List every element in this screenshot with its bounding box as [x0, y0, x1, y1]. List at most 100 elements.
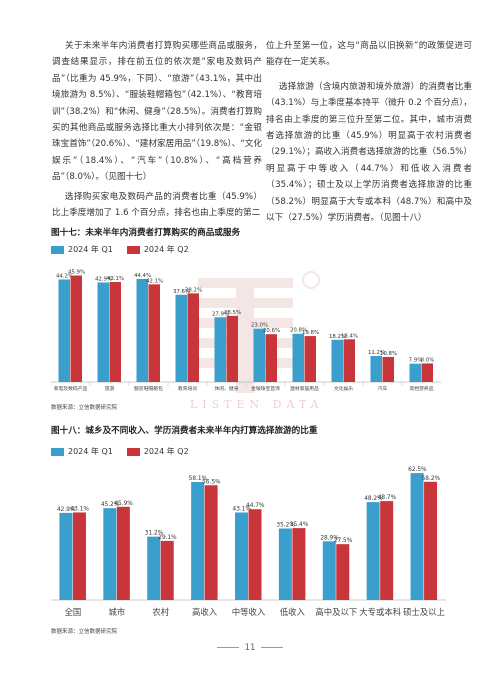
bar-q2: [304, 336, 316, 382]
bar-q1: [322, 541, 336, 600]
bar-q1: [409, 363, 421, 382]
data-label: 44.4%: [134, 273, 151, 279]
data-label: 62.5%: [408, 467, 427, 473]
right-text-column: 位上升至第一位，这与“商品以旧换新”的政策促进可能存在一定关系。 选择旅游（含境…: [266, 38, 472, 229]
bar-q2: [248, 509, 262, 600]
figure-17-title: 图十七：未来半年内消费者打算购买的商品或服务: [51, 228, 241, 238]
category-label: 汽车: [378, 385, 388, 392]
legend-item-q2: 2024 年 Q2: [126, 446, 189, 457]
data-label: 20.6%: [263, 328, 280, 334]
category-label: 低收入: [280, 607, 306, 617]
data-label: 28.9%: [320, 535, 339, 541]
legend-label: 2024 年 Q2: [143, 447, 189, 456]
bar-q2: [187, 293, 199, 382]
data-label: 31.2%: [145, 531, 164, 537]
bar-q2: [424, 481, 438, 600]
category-label: 家电及数码产品: [54, 385, 88, 392]
bar-q1: [235, 512, 248, 600]
bar-q1: [147, 536, 161, 600]
bar-q1: [58, 279, 70, 382]
bar-q1: [136, 278, 148, 382]
paragraph: 选择购买家电及数码产品的消费者比重（45.9%）比上季度增加了 1.6 个百分点…: [52, 191, 262, 219]
data-label: 43.1%: [107, 276, 124, 282]
legend-label: 2024 年 Q1: [68, 245, 113, 254]
legend-label: 2024 年 Q1: [68, 447, 113, 456]
category-label: 旅游: [105, 385, 115, 392]
category-label: 高中及以下: [315, 607, 357, 617]
bar-q1: [97, 282, 109, 382]
bar-q2: [226, 315, 238, 382]
bar-q1: [59, 512, 73, 600]
bar-q2: [382, 356, 394, 382]
category-label: 全国: [65, 607, 82, 617]
data-label: 42.1%: [146, 278, 163, 284]
data-label: 35.2%: [276, 523, 295, 529]
figure-17-source: 数据来源：立信数据研究院: [51, 405, 118, 411]
bar-q1: [410, 473, 424, 600]
paragraph: 关于未来半年内消费者打算购买哪些商品或服务，调查结果显示，排在前五位的依次是“家…: [52, 41, 262, 183]
category-label: 中等收入: [232, 607, 266, 617]
data-label: 18.2%: [329, 334, 346, 340]
figure-17-legend: 2024 年 Q1 2024 年 Q2: [51, 244, 189, 255]
data-label: 56.5%: [202, 479, 221, 485]
bar-q2: [336, 544, 350, 600]
bar-chart-17: 44.2%45.9% 家电及数码产品 42.9%43.1% 旅游 44.4%42.1% 服…: [51, 270, 441, 392]
bar-q2: [204, 485, 218, 600]
category-label: 服装鞋帽箱包: [134, 385, 163, 392]
bar-q1: [191, 482, 205, 600]
bar-q2: [265, 334, 277, 382]
data-label: 18.4%: [341, 333, 358, 339]
legend-item-q1: 2024 年 Q1: [51, 446, 113, 457]
bar-q1: [214, 317, 226, 382]
category-label: 休闲、健身: [215, 385, 239, 392]
bar-q2: [109, 282, 121, 382]
data-label: 48.7%: [378, 495, 397, 501]
data-label: 43.1%: [70, 506, 89, 512]
bar-q2: [343, 339, 355, 382]
data-label: 20.8%: [290, 328, 307, 334]
bar-q2: [70, 275, 82, 382]
category-label: 高档营养品: [410, 385, 434, 392]
data-label: 58.1%: [189, 476, 208, 482]
figure-18-source: 数据来源：立信数据研究院: [51, 629, 118, 635]
bar-q2: [148, 284, 160, 382]
figure-18-title: 图十八：城乡及不同收入、学历消费者未来半年内打算选择旅游的比重: [51, 426, 318, 436]
legend-swatch-q1: [51, 447, 64, 456]
bar-q2: [292, 528, 306, 600]
bar-q2: [421, 363, 433, 382]
page-number: 11: [244, 643, 256, 653]
bar-q1: [370, 356, 382, 382]
data-label: 42.9%: [57, 507, 76, 513]
data-label: 27.5%: [334, 538, 353, 544]
legend-swatch-q2: [126, 447, 140, 456]
bar-q1: [278, 528, 292, 600]
data-label: 8.0%: [421, 357, 435, 363]
figure-17-chart: 44.2% 45.9% 家电及数码产品 42.9% 43.1% 旅游 44.4% 42.1% 服…: [51, 262, 441, 400]
left-text-column: 关于未来半年内消费者打算购买哪些商品或服务，调查结果显示，排在前五位的依次是“家…: [52, 38, 262, 224]
category-label: 文化娱乐: [334, 385, 353, 392]
data-label: 44.7%: [246, 503, 265, 509]
bar-q2: [380, 501, 394, 600]
legend-swatch-q1: [51, 245, 64, 254]
page-footer: 11: [0, 643, 500, 653]
data-label: 19.8%: [302, 330, 319, 336]
bar-q1: [292, 333, 304, 382]
data-label: 37.6%: [173, 289, 190, 295]
data-label: 48.2%: [364, 496, 383, 502]
data-label: 38.2%: [185, 287, 202, 293]
bar-q1: [366, 502, 380, 600]
bar-q2: [72, 512, 86, 600]
data-label: 45.9%: [68, 270, 85, 276]
category-label: 城市: [108, 607, 125, 617]
bar-q1: [103, 508, 117, 600]
data-label: 42.9%: [95, 276, 112, 282]
paragraph: 选择旅游（含境内旅游和境外旅游）的消费者比重（43.1%）与上季度基本持平（微升…: [266, 81, 472, 224]
legend-label: 2024 年 Q2: [143, 245, 189, 254]
footer-rule: [216, 647, 239, 648]
legend-swatch-q2: [126, 245, 140, 254]
data-label: 11.2%: [368, 350, 385, 356]
legend-item-q2: 2024 年 Q2: [126, 244, 189, 255]
data-label: 58.2%: [422, 476, 441, 482]
bar-q2: [116, 506, 130, 600]
data-label: 44.2%: [56, 273, 73, 279]
